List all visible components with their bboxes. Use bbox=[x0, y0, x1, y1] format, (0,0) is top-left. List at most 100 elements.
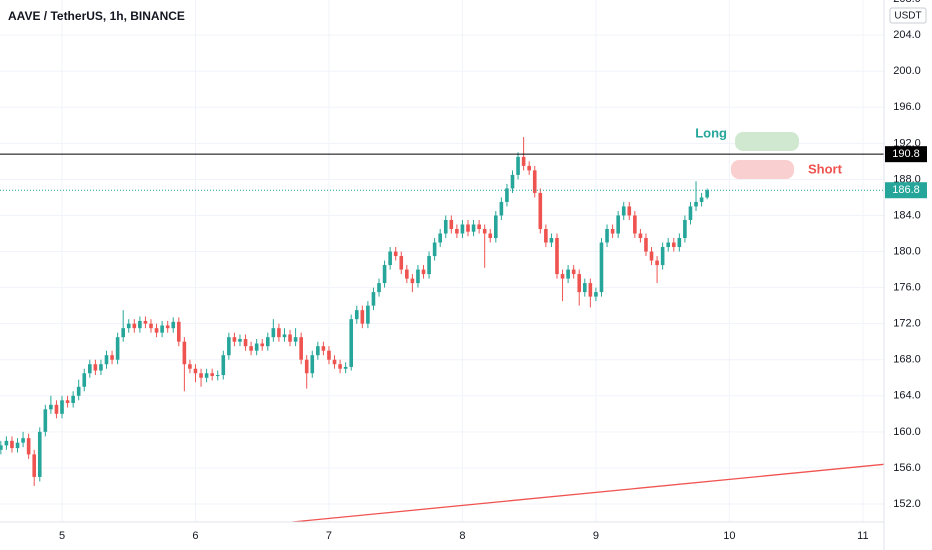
candle-body bbox=[644, 238, 648, 252]
y-tick-label: 164.0 bbox=[893, 390, 921, 402]
candle-body bbox=[71, 395, 75, 403]
candle-body bbox=[4, 440, 9, 446]
x-tick-label: 10 bbox=[723, 530, 735, 542]
candle-body bbox=[21, 438, 25, 443]
candle-body bbox=[371, 292, 376, 306]
candle-body bbox=[99, 364, 103, 371]
candle-body bbox=[221, 355, 226, 376]
candle-body bbox=[271, 328, 276, 338]
time-axis bbox=[0, 522, 932, 550]
y-tick-label: 160.0 bbox=[893, 426, 921, 438]
candle-body bbox=[282, 334, 287, 338]
candle-body bbox=[60, 400, 64, 414]
y-tick-label: 200.0 bbox=[893, 65, 921, 77]
candle-body bbox=[132, 323, 137, 329]
candle-body bbox=[705, 190, 709, 198]
y-tick-label: 168.0 bbox=[893, 354, 921, 366]
chart-title: AAVE / TetherUS, 1h, BINANCE bbox=[8, 9, 185, 23]
candle-body bbox=[677, 238, 682, 248]
candle-body bbox=[310, 355, 315, 374]
candle-body bbox=[238, 338, 242, 342]
x-tick-label: 11 bbox=[857, 530, 868, 542]
y-tick-label: 208.0 bbox=[893, 0, 921, 5]
y-tick-label: 196.0 bbox=[893, 101, 921, 113]
candle-body bbox=[332, 359, 337, 365]
y-tick-label: 180.0 bbox=[893, 245, 921, 257]
plot bbox=[0, 137, 885, 523]
candle-body bbox=[688, 206, 693, 220]
candle-body bbox=[204, 373, 209, 378]
candle-body bbox=[277, 328, 281, 338]
candle-body bbox=[655, 260, 659, 266]
candle-body bbox=[633, 215, 637, 234]
candle-body bbox=[188, 364, 192, 369]
short-box bbox=[731, 160, 794, 179]
x-tick-label: 6 bbox=[192, 530, 198, 542]
candle-body bbox=[699, 197, 704, 202]
candle-body bbox=[227, 337, 231, 356]
candle-body bbox=[15, 442, 20, 449]
candle-body bbox=[477, 224, 481, 229]
candle-body bbox=[443, 219, 448, 234]
candle-body bbox=[377, 283, 381, 293]
candle-body bbox=[154, 328, 159, 333]
candle-body bbox=[343, 366, 348, 369]
y-tick-label: 156.0 bbox=[893, 462, 921, 474]
candle-body bbox=[82, 373, 87, 387]
x-tick-label: 9 bbox=[593, 530, 599, 542]
candle-body bbox=[594, 292, 598, 297]
candle-body bbox=[527, 165, 531, 171]
candle-body bbox=[683, 219, 687, 239]
long-box bbox=[735, 132, 799, 151]
candle-body bbox=[176, 321, 181, 342]
candle-body bbox=[143, 320, 148, 324]
candle-body bbox=[149, 323, 153, 329]
candle-body bbox=[566, 269, 570, 279]
candle-body bbox=[455, 228, 459, 234]
y-tick-label: 184.0 bbox=[893, 209, 921, 221]
candle-body bbox=[560, 274, 565, 279]
candle-body bbox=[104, 355, 109, 365]
candle-body bbox=[171, 321, 176, 329]
candle-body bbox=[360, 310, 365, 324]
last-price-tag bbox=[885, 182, 927, 199]
candle-body bbox=[321, 346, 326, 351]
candle-body bbox=[354, 310, 359, 320]
candle-body bbox=[482, 228, 487, 234]
candle-body bbox=[126, 323, 131, 329]
candle-body bbox=[549, 238, 554, 243]
candle-body bbox=[460, 224, 465, 234]
candle-body bbox=[388, 251, 392, 266]
candle-body bbox=[516, 156, 520, 175]
currency-box bbox=[889, 7, 927, 24]
candle-body bbox=[488, 233, 493, 239]
long-label: Long bbox=[695, 125, 727, 140]
candle-body bbox=[327, 350, 331, 360]
candle-body bbox=[49, 404, 53, 410]
candle-body bbox=[110, 355, 114, 360]
candle-body bbox=[65, 400, 70, 403]
candle-body bbox=[571, 269, 576, 275]
trend-line bbox=[292, 463, 885, 523]
candle-body bbox=[338, 364, 342, 369]
y-tick-label: 172.0 bbox=[893, 318, 921, 330]
candle-body bbox=[438, 233, 442, 243]
candle-body bbox=[405, 269, 409, 279]
candle-body bbox=[243, 338, 248, 347]
candle-body bbox=[638, 233, 643, 239]
candle-body bbox=[76, 386, 81, 396]
candle-body bbox=[577, 274, 582, 293]
candle-body bbox=[582, 283, 587, 293]
x-tick-label: 7 bbox=[326, 530, 332, 542]
candle-body bbox=[32, 454, 37, 477]
candle-body bbox=[449, 219, 454, 229]
candle-body bbox=[138, 320, 142, 329]
candle-body bbox=[505, 188, 509, 202]
candle-body bbox=[349, 319, 354, 367]
candle-body bbox=[532, 170, 537, 193]
candle-body bbox=[26, 438, 31, 455]
candle-body bbox=[610, 228, 615, 234]
candle-body bbox=[182, 341, 187, 365]
candle-body bbox=[510, 174, 515, 189]
